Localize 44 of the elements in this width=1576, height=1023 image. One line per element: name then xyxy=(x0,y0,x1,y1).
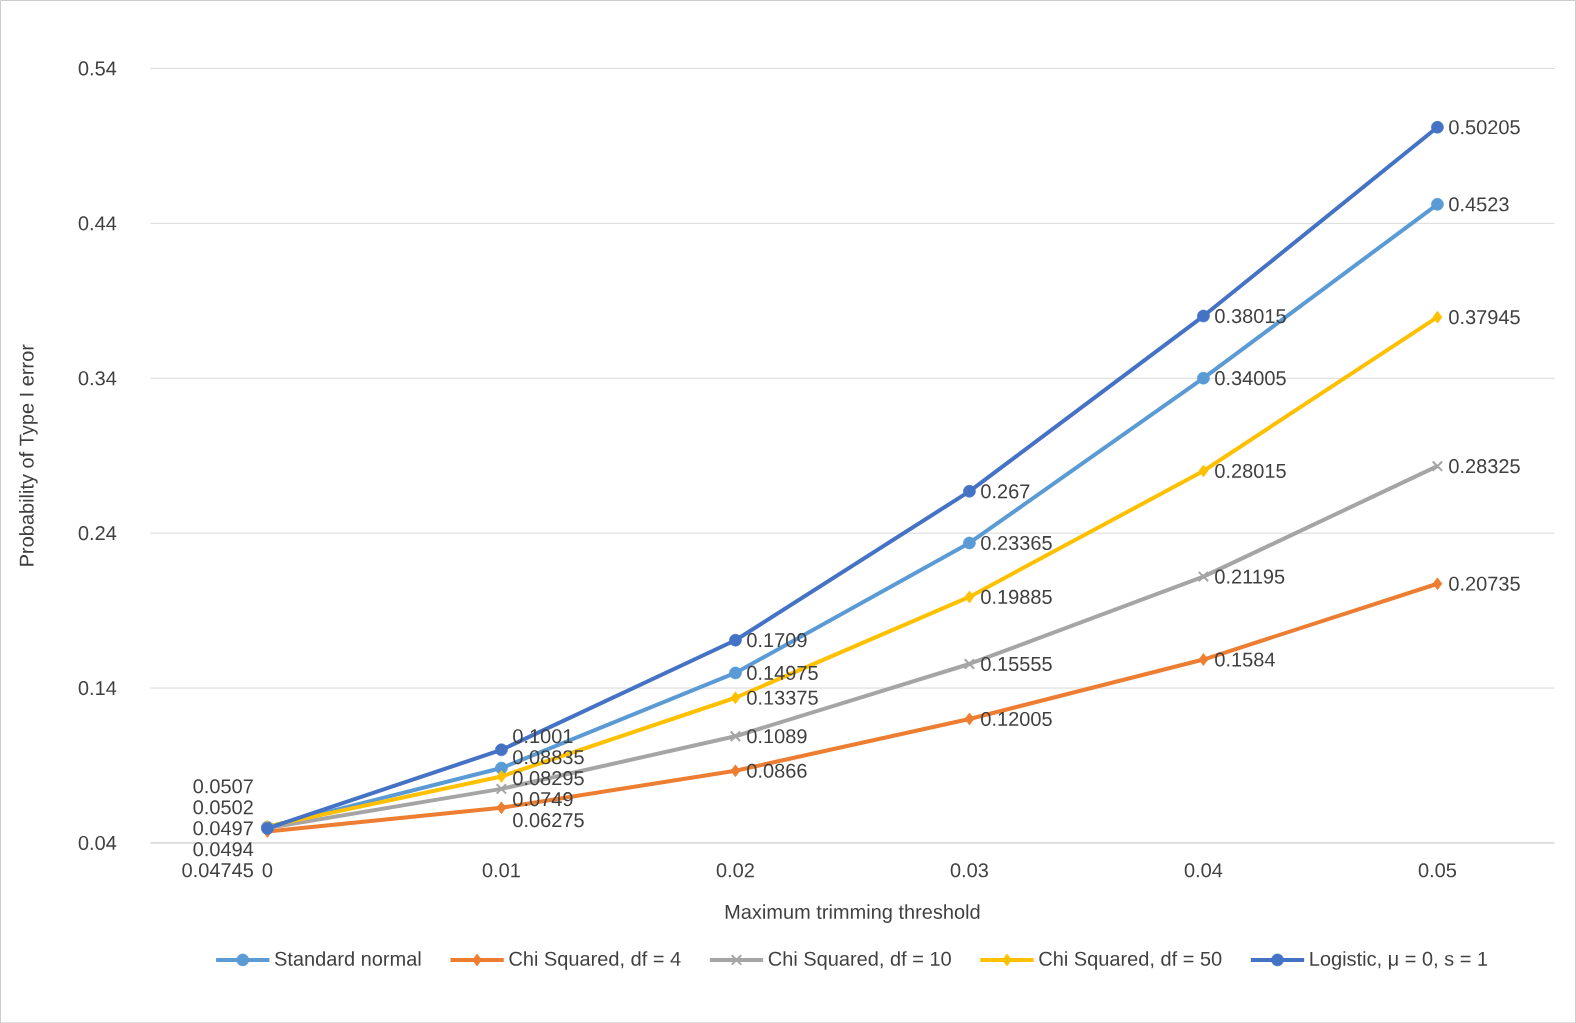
data-label: 0.08295 xyxy=(513,770,584,786)
x-tick-label: 0 xyxy=(262,863,273,878)
x-tick-label: 0.01 xyxy=(482,863,520,878)
x-tick-label: 0.02 xyxy=(716,863,754,878)
data-label: 0.38015 xyxy=(1215,308,1286,323)
data-label: 0.20735 xyxy=(1449,576,1520,591)
data-label: 0.37945 xyxy=(1449,309,1520,325)
data-label: 0.04745 xyxy=(182,862,253,878)
legend-label: Chi Squared, df = 4 xyxy=(509,951,681,970)
data-label: 0.267 xyxy=(981,484,1030,499)
data-label: 0.0502 xyxy=(193,800,253,815)
legend-label: Logistic, μ = 0, s = 1 xyxy=(1310,951,1488,970)
data-label: 0.15555 xyxy=(981,656,1052,671)
y-tick-label: 0.24 xyxy=(78,525,117,541)
legend-label: Standard normal xyxy=(274,951,421,966)
y-tick-label: 0.14 xyxy=(78,680,117,695)
y-tick-label: 0.44 xyxy=(78,216,117,231)
data-label: 0.28015 xyxy=(1215,463,1286,478)
y-axis-title: Probability of Type I error xyxy=(19,344,38,566)
legend-label: Chi Squared, df = 10 xyxy=(768,951,951,970)
legend-label: Chi Squared, df = 50 xyxy=(1039,951,1222,970)
data-label: 0.1584 xyxy=(1215,652,1275,667)
x-tick-label: 0.03 xyxy=(950,863,988,878)
x-tick-label: 0.05 xyxy=(1418,863,1457,878)
data-label: 0.0497 xyxy=(193,821,253,836)
y-tick-label: 0.04 xyxy=(78,835,117,850)
data-label: 0.06275 xyxy=(513,812,584,828)
data-label: 0.0866 xyxy=(747,763,807,778)
data-label: 0.12005 xyxy=(981,711,1052,726)
data-label: 0.21195 xyxy=(1215,569,1285,584)
data-label: 0.19885 xyxy=(981,589,1052,604)
data-label: 0.13375 xyxy=(747,690,818,705)
y-tick-label: 0.54 xyxy=(78,61,117,76)
data-label: 0.34005 xyxy=(1215,370,1286,386)
x-tick-label: 0.04 xyxy=(1184,863,1223,878)
data-label: 0.28325 xyxy=(1449,458,1520,474)
data-label: 0.50205 xyxy=(1449,119,1520,135)
y-tick-label: 0.34 xyxy=(78,371,117,386)
data-label: 0.0507 xyxy=(193,779,253,794)
data-label: 0.1089 xyxy=(747,728,807,744)
x-axis-title: Maximum trimming threshold xyxy=(725,904,980,923)
data-label: 0.0494 xyxy=(193,841,254,857)
data-label: 0.23365 xyxy=(981,535,1052,550)
data-label: 0.4523 xyxy=(1449,197,1509,212)
